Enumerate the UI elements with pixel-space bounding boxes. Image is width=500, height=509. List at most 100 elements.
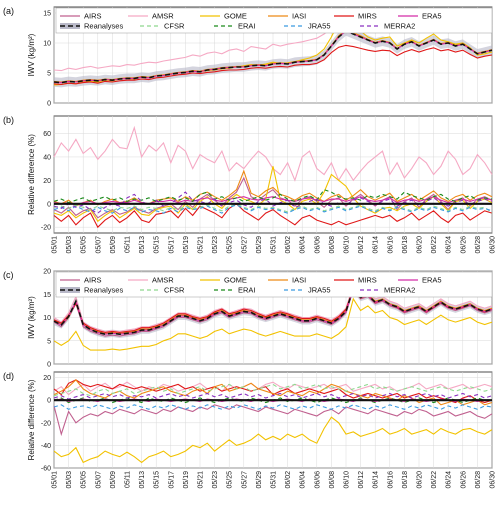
x-tick-label: 06/24 bbox=[446, 471, 453, 489]
x-tick-label: 06/26 bbox=[460, 236, 467, 254]
legend: AIRS AMSR GOME IASI MIRS ERA5 Reanalyses CFSR ER… bbox=[55, 7, 493, 34]
legend-label: AMSR bbox=[152, 276, 174, 285]
legend-label: JRA55 bbox=[308, 286, 331, 295]
x-tick-label: 06/10 bbox=[344, 471, 351, 489]
x-tick-label: 05/25 bbox=[227, 236, 234, 254]
x-tick-label: 05/13 bbox=[139, 471, 146, 489]
y-tick-label: 0 bbox=[47, 201, 51, 208]
panel-label: (a) bbox=[3, 6, 14, 16]
series-line-jra55 bbox=[53, 404, 493, 410]
x-tick-label: 05/17 bbox=[168, 471, 175, 489]
x-tick-label: 05/23 bbox=[212, 471, 219, 489]
y-tick-label: -60 bbox=[41, 466, 51, 473]
legend-box bbox=[55, 7, 493, 34]
legend-label: GOME bbox=[224, 276, 247, 285]
x-tick-label: 06/18 bbox=[402, 471, 409, 489]
x-tick-label: 06/18 bbox=[402, 236, 409, 254]
x-tick-label: 05/29 bbox=[256, 236, 263, 254]
x-tick-label: 05/15 bbox=[154, 236, 161, 254]
legend-label: MIRS bbox=[358, 12, 377, 21]
series-line-cfsr bbox=[53, 203, 493, 214]
x-tick-label: 05/07 bbox=[95, 471, 102, 489]
x-tick-label: 05/01 bbox=[52, 236, 59, 254]
y-tick-label: 0 bbox=[47, 362, 51, 369]
y-axis-label: Relative difference (%) bbox=[27, 134, 36, 215]
series-line-gome bbox=[53, 416, 493, 464]
series-line-erai bbox=[53, 189, 493, 204]
y-tick-label: 20 bbox=[43, 375, 51, 382]
series-line-cfsr bbox=[53, 383, 493, 397]
y-tick-label: 20 bbox=[43, 178, 51, 185]
x-tick-label: 05/07 bbox=[95, 236, 102, 254]
legend-label: AIRS bbox=[84, 12, 102, 21]
panel-label: (d) bbox=[3, 371, 14, 381]
x-tick-label: 05/31 bbox=[271, 236, 278, 254]
x-tick-label: 06/24 bbox=[446, 236, 453, 254]
x-tick-label: 05/11 bbox=[125, 236, 132, 253]
x-tick-label: 06/06 bbox=[314, 471, 321, 489]
y-tick-label: 60 bbox=[43, 131, 51, 138]
y-tick-label: 40 bbox=[43, 154, 51, 161]
y-tick-label: -20 bbox=[41, 420, 51, 427]
x-tick-label: 06/08 bbox=[329, 236, 336, 254]
legend-label: GOME bbox=[224, 12, 247, 21]
y-tick-label: -20 bbox=[41, 225, 51, 232]
x-tick-label: 06/28 bbox=[475, 471, 482, 489]
x-tick-label: 06/14 bbox=[373, 471, 380, 489]
y-tick-label: 5 bbox=[47, 71, 51, 78]
x-tick-label: 06/04 bbox=[300, 236, 307, 254]
x-tick-label: 05/29 bbox=[256, 471, 263, 489]
x-tick-label: 06/02 bbox=[285, 471, 292, 489]
y-axis-label: Relative difference (%) bbox=[27, 379, 36, 460]
legend-label: ERA5 bbox=[422, 276, 442, 285]
legend-label: AIRS bbox=[84, 276, 102, 285]
series-line-iasi bbox=[53, 379, 493, 406]
x-tick-label: 05/31 bbox=[271, 471, 278, 489]
x-tick-label: 06/16 bbox=[387, 236, 394, 254]
legend-label: JRA55 bbox=[308, 22, 331, 31]
x-tick-label: 06/16 bbox=[387, 471, 394, 489]
x-tick-label: 05/21 bbox=[198, 236, 205, 254]
series-line-mirs bbox=[53, 379, 493, 404]
x-tick-label: 06/26 bbox=[460, 471, 467, 489]
x-tick-label: 05/01 bbox=[52, 471, 59, 489]
series-line-era5 bbox=[53, 196, 493, 206]
y-tick-label: 15 bbox=[43, 11, 51, 18]
legend-label: CFSR bbox=[164, 286, 185, 295]
series-line-merra2 bbox=[53, 191, 493, 214]
series-line-airs bbox=[53, 404, 493, 437]
panel-label: (c) bbox=[3, 270, 14, 280]
series-line-iasi bbox=[53, 286, 493, 335]
x-tick-label: 06/12 bbox=[358, 236, 365, 254]
panel-a: 0 5 10 15 IWV (kg/m²) (a) AIRS AMSR GOME IASI MIRS… bbox=[3, 6, 493, 108]
legend-label: Reanalyses bbox=[84, 286, 123, 295]
x-tick-label: 06/30 bbox=[490, 236, 497, 254]
x-tick-label: 05/11 bbox=[125, 471, 132, 488]
x-tick-label: 05/27 bbox=[241, 236, 248, 254]
series-line-mirs bbox=[53, 203, 493, 229]
x-tick-label: 06/08 bbox=[329, 471, 336, 489]
x-tick-label: 05/15 bbox=[154, 471, 161, 489]
x-tick-label: 06/12 bbox=[358, 471, 365, 489]
series-line-gome bbox=[53, 297, 493, 351]
x-tick-label: 05/25 bbox=[227, 471, 234, 489]
x-tick-label: 05/17 bbox=[168, 236, 175, 254]
y-tick-label: 10 bbox=[43, 315, 51, 322]
series-line-amsr bbox=[53, 283, 493, 332]
series-line-reanalyses bbox=[53, 30, 493, 84]
x-tick-label: 06/06 bbox=[314, 236, 321, 254]
legend-label: CFSR bbox=[164, 22, 185, 31]
series-line-airs bbox=[53, 176, 493, 219]
y-tick-label: -40 bbox=[41, 443, 51, 450]
y-tick-label: 0 bbox=[47, 101, 51, 108]
x-tick-label: 06/10 bbox=[344, 236, 351, 254]
legend-label: MERRA2 bbox=[384, 22, 415, 31]
panel-b: -20 0 20 40 60 Relative difference (%) (b) 05/0… bbox=[3, 115, 497, 254]
y-tick-label: 0 bbox=[47, 398, 51, 405]
x-tick-label: 05/13 bbox=[139, 236, 146, 254]
x-tick-label: 05/09 bbox=[110, 236, 117, 254]
x-tick-label: 05/09 bbox=[110, 471, 117, 489]
x-tick-label: 05/21 bbox=[198, 471, 205, 489]
series-line-gome bbox=[53, 166, 493, 223]
x-tick-label: 06/20 bbox=[417, 236, 424, 254]
